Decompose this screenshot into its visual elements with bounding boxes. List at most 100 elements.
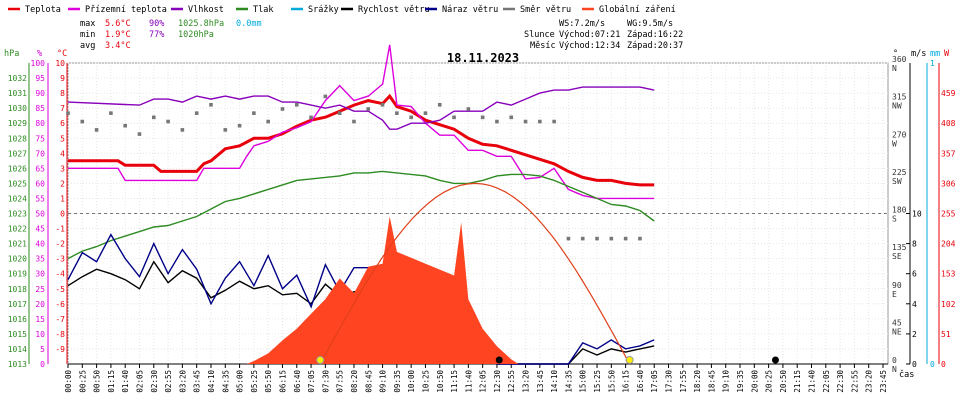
moonset-marker	[771, 356, 779, 364]
pct-tick-label: 100	[31, 59, 46, 68]
x-tick-label: 22:05	[822, 370, 831, 393]
wind-direction-point	[395, 111, 399, 115]
x-tick-label: 00:50	[93, 370, 102, 393]
wind-direction-point	[309, 115, 313, 120]
x-tick-label: 02:05	[135, 370, 144, 393]
pct-tick-label: 70	[35, 149, 45, 158]
wind-direction-point	[151, 115, 156, 120]
x-tick-label: 20:25	[765, 370, 774, 393]
x-tick-label: 04:10	[207, 370, 216, 393]
x-tick-label: 10:50	[436, 370, 445, 393]
plot-axes: 00:00 00:25 00:50 01:15 01:40 02:05 02:30 02:55…	[8, 55, 956, 393]
hpa-tick-label: 1022	[8, 225, 27, 234]
dir-compass-label: SW	[892, 177, 902, 186]
hpa-tick-label: 1025	[8, 179, 27, 188]
unit-degc: °C	[57, 49, 67, 59]
degc-tick-label: -8	[55, 330, 65, 339]
w-tick-label: 204	[941, 240, 956, 249]
mm-tick-label: 1	[930, 59, 935, 68]
hpa-tick-label: 1023	[8, 210, 27, 219]
wind-direction-point	[538, 119, 542, 124]
sun-label: Slunce	[524, 30, 555, 40]
x-tick-label: 17:55	[679, 370, 688, 393]
dir-compass-label: E	[892, 290, 897, 299]
x-tick-label: 22:55	[850, 370, 859, 393]
hpa-tick-label: 1031	[8, 89, 27, 98]
x-tick-label: 06:15	[278, 370, 287, 393]
moonrise-time: Východ:12:34	[559, 41, 620, 51]
astro-block: WS:7.2m/s WG:9.5m/s Slunce Východ:07:21 …	[524, 19, 683, 51]
wind-direction-point	[280, 107, 285, 111]
x-tick-label: 07:55	[336, 370, 345, 393]
x-tick-label: 11:40	[464, 370, 473, 393]
x-tick-label: 13:20	[522, 370, 531, 393]
moonset-time: Západ:20:37	[627, 41, 683, 51]
axis-units: hPa % °C ° m/s mm W čas	[4, 49, 950, 380]
stats-max-label: max	[80, 19, 95, 29]
w-tick-label: 459	[941, 89, 956, 98]
x-tick-label: 23:20	[865, 370, 874, 393]
chart-legend: Teplota Přízemní teplota Vlhkost Tlak Srážky…	[8, 5, 676, 15]
x-tick-label: 10:00	[407, 370, 416, 393]
hpa-tick-label: 1019	[8, 270, 27, 279]
degc-tick-label: -1	[55, 225, 65, 234]
dir-compass-label: NW	[892, 102, 902, 111]
moonrise-marker	[495, 356, 503, 364]
degc-tick-label: 5	[60, 134, 65, 143]
plot-markers	[316, 182, 779, 365]
w-tick-label: 357	[941, 149, 956, 158]
stats-block: max 5.6°C 90% 1025.8hPa 0.0mm min 1.9°C …	[80, 19, 262, 51]
pct-tick-label: 80	[35, 119, 45, 128]
dir-tick-label: 0	[892, 356, 897, 365]
wind-direction-point	[137, 132, 142, 136]
degc-tick-label: 3	[60, 164, 65, 173]
stats-min-label: min	[80, 30, 95, 40]
x-tick-label: 11:15	[450, 370, 459, 393]
wind-direction-point	[123, 123, 127, 128]
dir-tick-label: 180	[892, 206, 907, 215]
pct-tick-label: 55	[35, 194, 45, 203]
degc-tick-label: -9	[55, 345, 65, 354]
x-tick-label: 14:35	[564, 370, 573, 393]
x-tick-label: 01:40	[121, 370, 130, 393]
stats-min-press: 1020hPa	[178, 30, 214, 40]
x-tick-label: 04:35	[221, 370, 230, 393]
legend-label: Přízemní teplota	[85, 5, 167, 15]
wind-direction-point	[466, 107, 471, 111]
wind-direction-point	[380, 103, 385, 107]
x-tick-label: 20:50	[779, 370, 788, 393]
x-tick-label: 06:40	[293, 370, 302, 393]
x-tick-label: 00:00	[64, 370, 73, 393]
wind-direction-point	[109, 111, 113, 115]
pct-tick-label: 25	[35, 285, 45, 294]
dir-compass-label: N	[892, 64, 897, 73]
degc-tick-label: 9	[60, 74, 65, 83]
sunset-marker	[625, 356, 634, 364]
x-tick-label: 12:05	[479, 370, 488, 393]
stats-max-rain: 0.0mm	[236, 19, 262, 29]
hpa-tick-label: 1030	[8, 104, 27, 113]
wind-direction-point	[523, 119, 528, 124]
wind-direction-point	[580, 236, 585, 241]
hpa-tick-label: 1028	[8, 134, 27, 143]
series-Vlhkost	[67, 86, 655, 130]
degc-tick-label: -7	[55, 315, 65, 324]
hpa-tick-label: 1026	[8, 164, 27, 173]
w-tick-label: 102	[941, 300, 956, 309]
stats-min-temp: 1.9°C	[105, 30, 131, 40]
wind-direction-point	[566, 236, 571, 241]
x-tick-label: 09:35	[393, 370, 402, 393]
wind-direction-point	[223, 128, 228, 132]
x-tick-label: 10:25	[421, 370, 430, 393]
stats-avg-label: avg	[80, 41, 95, 51]
dir-tick-label: 225	[892, 168, 907, 177]
wind-direction-point	[495, 119, 499, 124]
unit-ms: m/s	[911, 49, 926, 59]
x-tick-label: 16:40	[636, 370, 645, 393]
hpa-tick-label: 1015	[8, 330, 27, 339]
unit-mm: mm	[930, 49, 940, 59]
x-tick-label: 22:30	[836, 370, 845, 393]
hpa-tick-label: 1016	[8, 315, 27, 324]
x-tick-label: 16:15	[622, 370, 631, 393]
hpa-tick-label: 1027	[8, 149, 27, 158]
